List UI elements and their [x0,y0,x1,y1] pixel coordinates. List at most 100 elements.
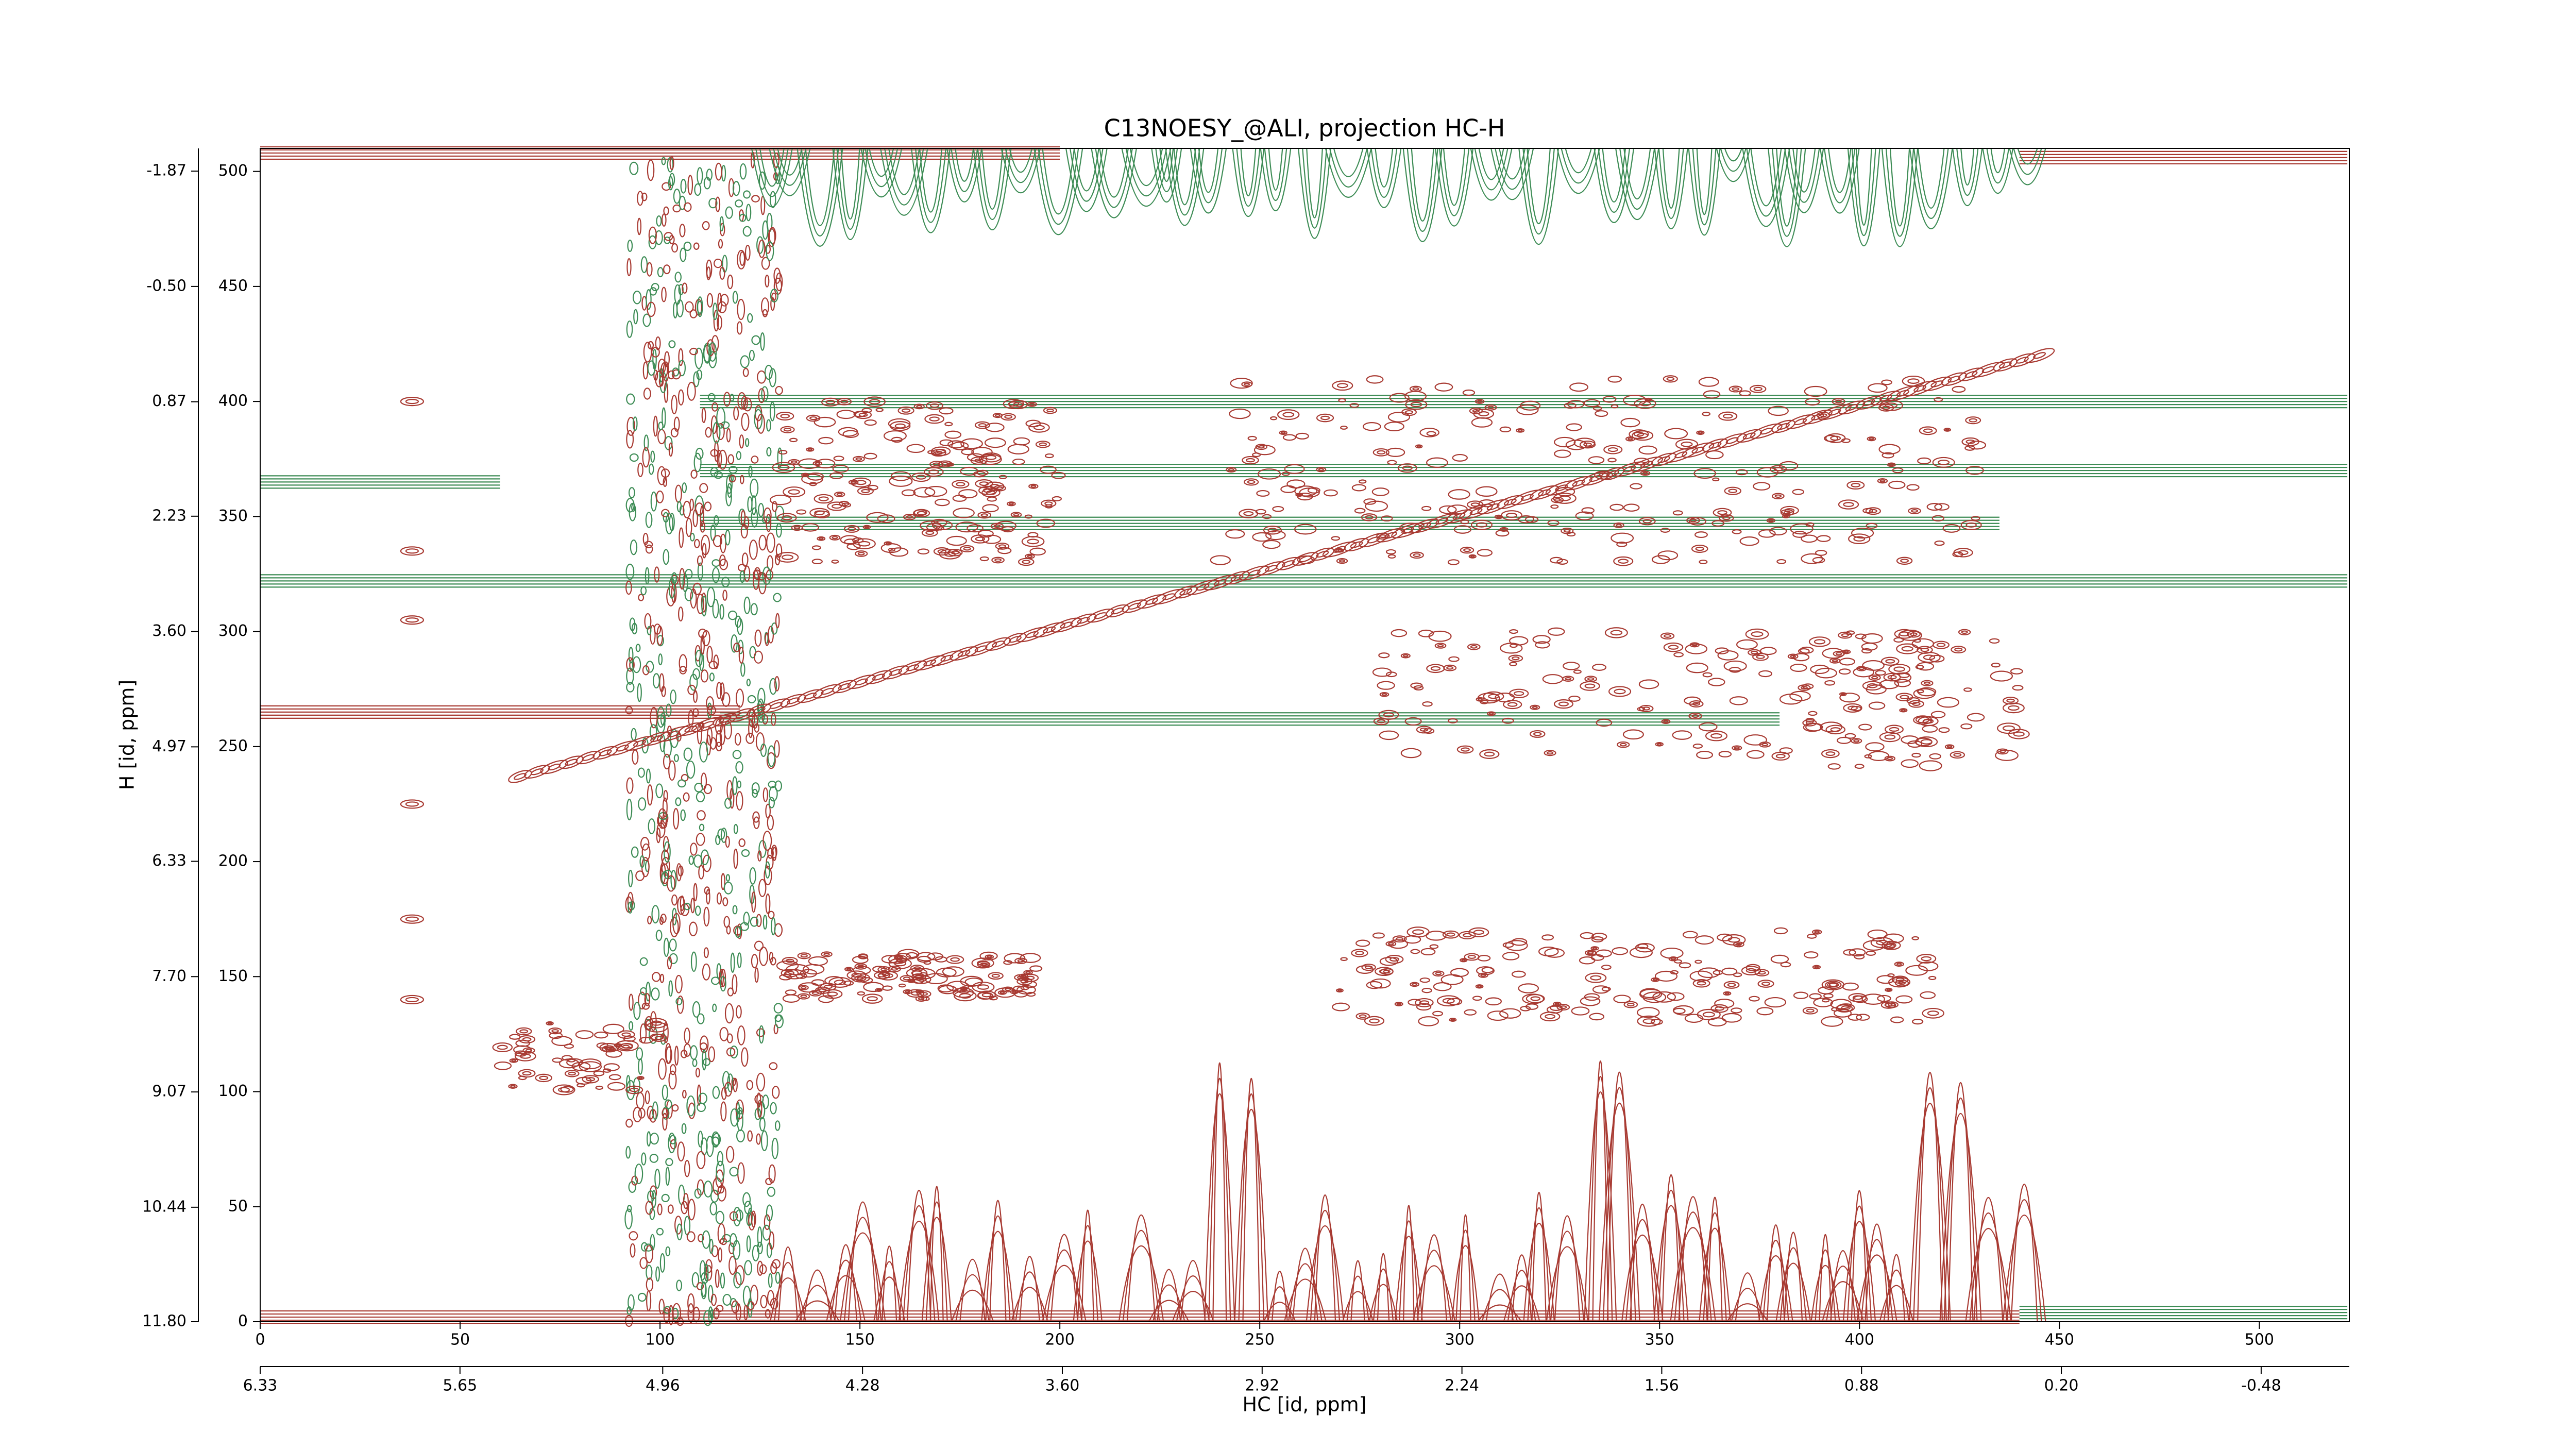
contour [1936,643,1946,647]
contour [582,754,595,761]
contour [1538,947,1559,957]
contour [1756,467,1778,478]
contour [919,972,928,977]
contour [661,287,667,302]
contour [1996,748,2009,755]
contour [1419,728,1429,732]
contour [1364,1016,1385,1026]
contour [650,450,655,463]
contour [625,1085,643,1094]
contour [661,213,667,227]
contour [1372,932,1385,939]
contour [1703,1212,1727,1322]
contour [1501,510,1522,521]
contour [1612,947,1629,955]
contour [678,389,684,406]
contour [695,502,704,515]
contour [1697,981,1706,986]
contour [1208,1077,1231,1322]
contour [670,1139,677,1150]
contour [1920,739,1933,745]
contour [710,976,720,985]
contour [1732,745,1742,751]
contour [1503,1285,1540,1322]
contour [754,940,764,951]
contour [668,980,673,997]
contour [1503,498,1517,506]
contour [1234,1108,1269,1322]
contour [1561,527,1574,534]
contour [1784,148,1824,213]
contour [1964,370,1978,378]
contour [625,580,632,595]
contour [833,456,844,461]
contour [997,547,1012,554]
contour [737,392,747,410]
contour [655,336,661,350]
contour [700,521,705,533]
contour [1827,763,1841,770]
contour [937,549,947,554]
contour [1477,400,1483,403]
contour [1342,1291,1374,1322]
contour [1490,148,1534,200]
contour [1954,647,1963,652]
contour [706,339,715,357]
contour [974,421,990,429]
contour [1419,1000,1430,1005]
contour [737,952,742,968]
contour [1598,148,1631,213]
contour [1174,585,1198,599]
contour [715,162,722,181]
contour [657,1203,663,1216]
contour [770,1262,777,1274]
contour [494,1062,512,1070]
contour [773,1003,783,1014]
contour [1545,480,1578,496]
contour [638,991,647,1010]
contour [665,1158,673,1167]
contour [1827,148,1852,193]
contour [1638,445,1657,455]
contour [758,388,765,403]
contour [1587,950,1597,956]
contour [1670,970,1679,975]
contour [1405,399,1428,410]
contour [977,984,990,990]
contour [687,684,696,695]
contour [1848,993,1867,1002]
contour [1281,431,1286,434]
contour [815,459,836,468]
contour [727,987,734,997]
contour [916,475,926,480]
contour [1558,495,1571,501]
contour [761,257,770,270]
contour [645,512,653,528]
contour [1262,514,1272,519]
x-tick-label: 200 [1045,1331,1075,1349]
contour [1588,456,1605,464]
contour [1952,551,1963,558]
contour [1040,465,1057,474]
contour [740,922,749,931]
contour [671,369,681,380]
contour [633,739,646,747]
contour [1843,949,1856,956]
contour [626,1205,632,1212]
contour [1397,463,1417,473]
contour [683,202,692,212]
contour [680,247,687,262]
contour [780,426,795,433]
contour [1853,739,1860,743]
contour [694,783,703,793]
contour [1448,656,1460,662]
contour [986,490,996,495]
contour [1625,1219,1659,1322]
contour [1917,646,1933,654]
contour [686,1095,696,1117]
contour [2012,685,2024,691]
contour [875,408,884,412]
contour [1710,1004,1728,1013]
contour [1617,741,1630,748]
contour [1842,982,1859,991]
